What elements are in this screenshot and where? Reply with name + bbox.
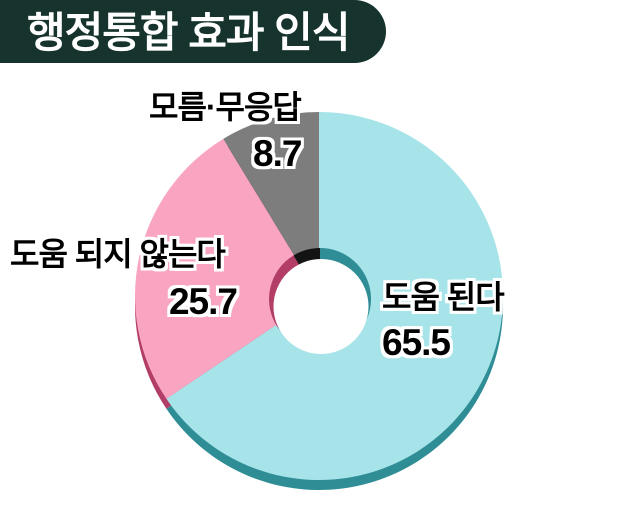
donut-hole (273, 259, 369, 354)
segment-label-not-helpful: 도움 되지 않는다 (10, 236, 226, 272)
segment-label-dont-know: 모름·무응답 (149, 89, 302, 125)
pie-slice-2 (223, 112, 319, 296)
page-title: 행정통합 효과 인식 (27, 8, 350, 56)
segment-value-helpful: 65.5 (382, 322, 451, 363)
segment-label-helpful: 도움 된다 (382, 279, 505, 315)
pie-slice-1 (135, 138, 319, 399)
title-bar: 행정통합 효과 인식 (0, 0, 386, 63)
segment-value-dont-know: 8.7 (253, 133, 302, 174)
segment-value-not-helpful: 25.7 (168, 281, 238, 322)
